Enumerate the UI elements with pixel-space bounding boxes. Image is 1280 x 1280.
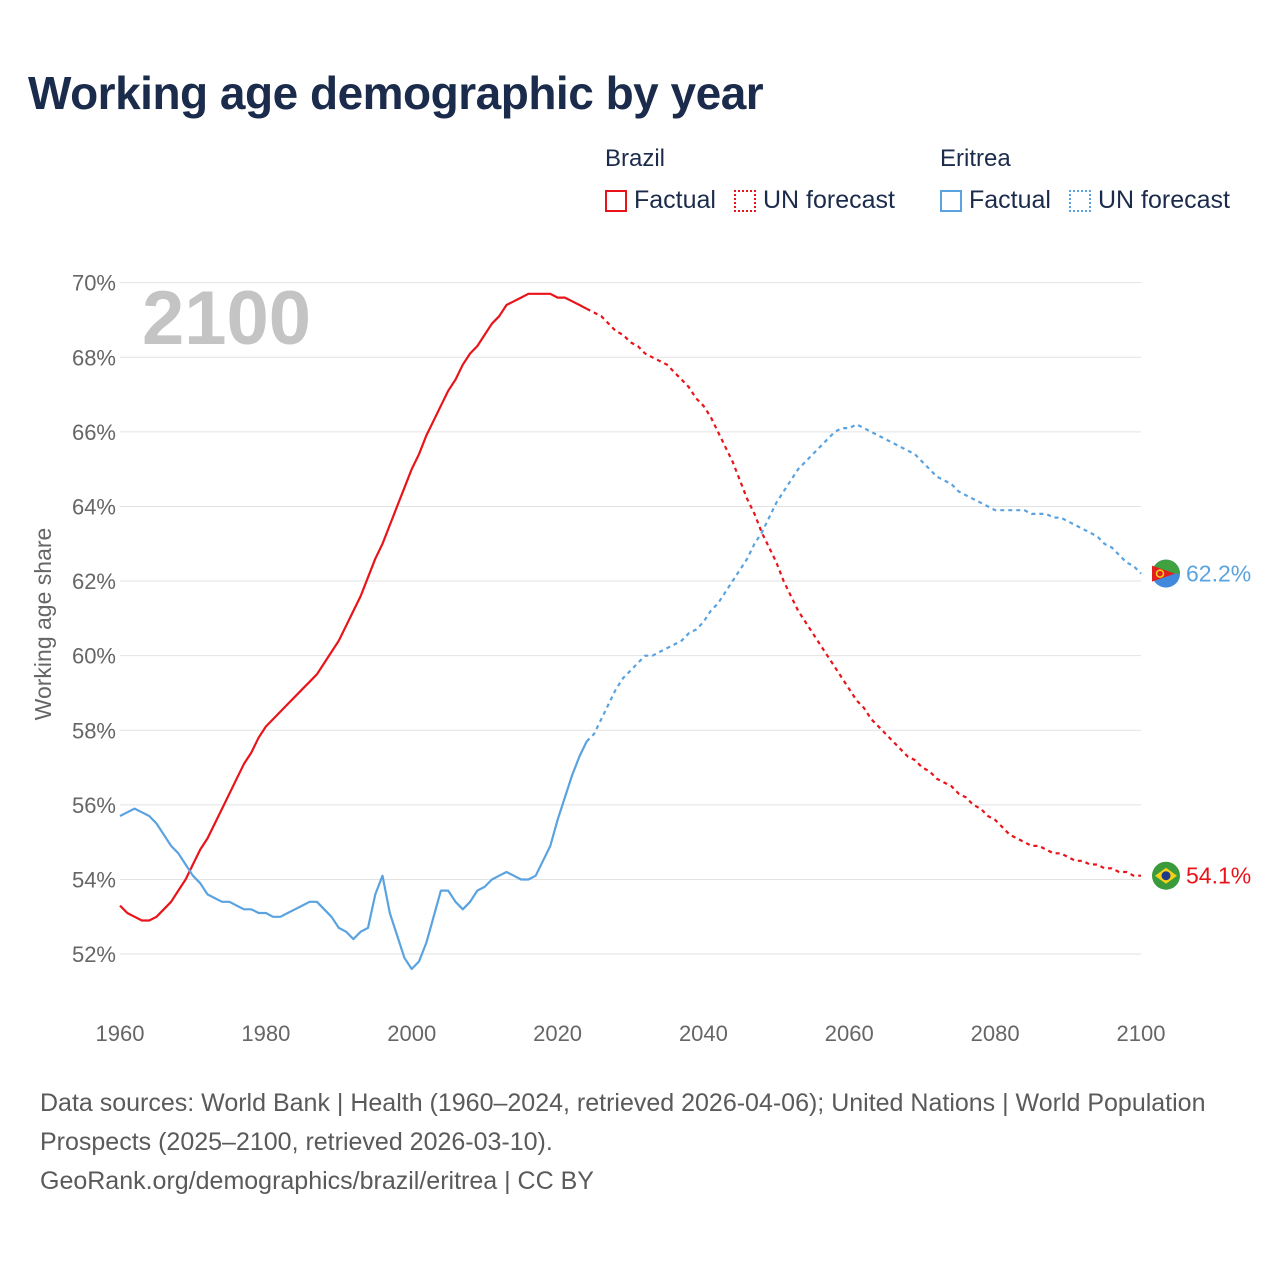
legend-country-eritrea: Eritrea xyxy=(940,145,1011,172)
x-tick-label: 1980 xyxy=(241,1021,290,1046)
legend-swatch-eritrea-factual xyxy=(940,189,962,212)
legend-swatch-brazil-forecast xyxy=(733,189,756,212)
flag-brazil-globe xyxy=(1161,871,1171,881)
x-tick-label: 2000 xyxy=(387,1021,436,1046)
legend-group-eritrea: Eritrea Factual UN forecast xyxy=(940,144,1248,215)
year-watermark: 2100 xyxy=(142,276,311,361)
y-tick-label: 64% xyxy=(72,494,116,519)
y-tick-label: 66% xyxy=(72,420,116,445)
y-tick-label: 54% xyxy=(72,867,116,892)
y-tick-label: 62% xyxy=(72,569,116,594)
legend-label: UN forecast xyxy=(762,186,895,214)
y-axis-label: Working age share xyxy=(30,528,56,721)
x-tick-label: 2020 xyxy=(533,1021,582,1046)
legend-item-brazil-factual[interactable]: Factual xyxy=(605,186,716,215)
legend-label: UN forecast xyxy=(1097,186,1230,214)
series-line-brazil-forecast xyxy=(586,307,1141,877)
end-value-label-eritrea: 62.2% xyxy=(1186,561,1251,587)
x-tick-label: 2040 xyxy=(679,1021,728,1046)
x-tick-label: 2100 xyxy=(1117,1021,1166,1046)
legend-label: Factual xyxy=(634,186,716,214)
series-line-eritrea-forecast xyxy=(585,423,1142,743)
y-tick-label: 68% xyxy=(72,345,116,370)
footer-sources: Data sources: World Bank | Health (1960–… xyxy=(40,1089,1206,1156)
legend-item-eritrea-factual[interactable]: Factual xyxy=(940,186,1051,215)
flag-eritrea-wreath xyxy=(1155,569,1165,578)
y-tick-label: 60% xyxy=(72,644,116,669)
footer: Data sources: World Bank | Health (1960–… xyxy=(40,1084,1220,1201)
legend-group-brazil: Brazil Factual UN forecast xyxy=(605,144,913,215)
y-tick-label: 58% xyxy=(72,718,116,743)
flag-eritrea-icon xyxy=(1152,559,1181,588)
legend-swatch-eritrea-forecast xyxy=(1068,189,1091,212)
y-tick-label: 52% xyxy=(72,942,116,967)
series-line-brazil-factual xyxy=(119,292,588,922)
legend-item-brazil-forecast[interactable]: UN forecast xyxy=(733,186,895,215)
x-tick-label: 2060 xyxy=(825,1021,874,1046)
footer-credit[interactable]: GeoRank.org/demographics/brazil/eritrea … xyxy=(40,1167,594,1195)
chart-title: Working age demographic by year xyxy=(28,67,764,119)
flag-brazil-icon xyxy=(1152,861,1180,890)
x-tick-label: 2080 xyxy=(971,1021,1020,1046)
x-tick-label: 1960 xyxy=(96,1021,145,1046)
end-value-label-brazil: 54.1% xyxy=(1186,863,1251,889)
y-tick-label: 70% xyxy=(72,271,116,296)
legend-item-eritrea-forecast[interactable]: UN forecast xyxy=(1068,186,1230,215)
y-tick-label: 56% xyxy=(72,793,116,818)
legend-country-brazil: Brazil xyxy=(605,145,666,172)
legend-label: Factual xyxy=(969,186,1051,214)
legend-swatch-brazil-factual xyxy=(605,189,627,212)
series-line-eritrea-factual xyxy=(119,740,588,971)
